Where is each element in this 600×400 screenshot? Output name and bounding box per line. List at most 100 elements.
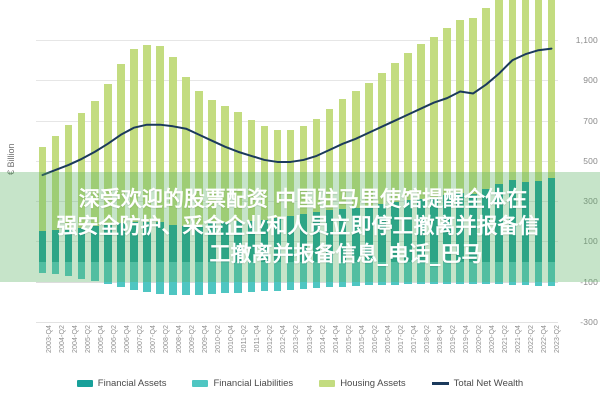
bar-column <box>378 20 386 322</box>
total-net-wealth-line <box>41 47 553 177</box>
bar-segment-financial-liabilities <box>351 261 360 286</box>
bar-segment-financial-assets <box>547 178 556 262</box>
y-axis-tick: 700 <box>583 115 598 126</box>
bar-segment-financial-liabilities <box>156 261 164 294</box>
bar-segment-financial-liabilities <box>221 261 229 294</box>
bar-segment-financial-liabilities <box>208 261 216 294</box>
legend-label: Housing Assets <box>340 377 406 389</box>
bar-segment-housing-assets <box>364 83 373 207</box>
bar-segment-financial-assets <box>143 221 151 262</box>
x-axis-tick: 2020-Q2 <box>476 325 484 353</box>
gridline <box>36 281 558 283</box>
bar-segment-financial-assets <box>443 195 451 262</box>
bar-segment-financial-liabilities <box>325 261 334 288</box>
bar-column <box>404 20 412 322</box>
bar-segment-financial-liabilities <box>547 261 556 287</box>
x-axis-tick: 2012-Q2 <box>267 325 275 353</box>
gridline <box>36 241 558 243</box>
bar-segment-financial-liabilities <box>534 261 543 286</box>
x-axis-tick: 2011-Q4 <box>254 325 262 353</box>
x-axis-tick: 2013-Q4 <box>306 325 314 353</box>
bar-segment-financial-assets <box>273 218 282 262</box>
bar-segment-housing-assets <box>221 106 229 223</box>
bar-segment-housing-assets <box>417 43 425 199</box>
bar-segment-financial-liabilities <box>469 261 477 284</box>
y-axis-tick: 500 <box>583 155 598 166</box>
bar-segment-housing-assets <box>508 0 517 181</box>
bar-column <box>364 20 373 322</box>
bar-segment-financial-liabilities <box>443 261 451 284</box>
bar-segment-housing-assets <box>404 53 412 201</box>
bar-segment-housing-assets <box>391 63 399 203</box>
x-axis-tick: 2018-Q4 <box>437 325 445 353</box>
bar-column <box>260 20 269 322</box>
bar-segment-financial-liabilities <box>456 261 464 284</box>
gridline <box>36 120 558 122</box>
legend-swatch-icon <box>319 379 336 387</box>
bar-segment-financial-liabilities <box>404 261 412 285</box>
bar-segment-financial-liabilities <box>286 261 295 290</box>
bar-segment-financial-liabilities <box>234 261 243 293</box>
bar-segment-financial-assets <box>260 220 269 262</box>
legend-item[interactable]: Financial Assets <box>76 378 166 389</box>
bar-segment-financial-assets <box>182 226 190 262</box>
x-axis-tick: 2022-Q2 <box>528 325 536 353</box>
bar-segment-financial-liabilities <box>417 261 425 285</box>
gridline <box>36 201 558 203</box>
bar-segment-financial-assets <box>156 222 164 262</box>
x-axis-tick: 2022-Q4 <box>541 325 549 353</box>
bar-segment-financial-assets <box>77 227 86 262</box>
bar-segment-housing-assets <box>521 0 530 183</box>
legend-item[interactable]: Financial Liabilities <box>192 378 293 389</box>
bar-segment-financial-liabilities <box>51 261 60 275</box>
x-axis-tick: 2006-Q2 <box>110 325 118 353</box>
bar-column <box>195 20 203 322</box>
bar-segment-financial-assets <box>208 223 216 262</box>
bar-segment-housing-assets <box>351 90 360 208</box>
x-axis-tick: 2007-Q4 <box>149 325 157 353</box>
x-axis-tick: 2014-Q4 <box>332 325 340 353</box>
bar-segment-housing-assets <box>103 84 112 225</box>
bar-segment-financial-assets <box>51 230 60 262</box>
bar-column <box>51 20 60 322</box>
bar-segment-financial-assets <box>417 198 425 262</box>
bar-column <box>521 0 530 322</box>
bar-segment-financial-liabilities <box>338 261 347 287</box>
bar-segment-housing-assets <box>430 36 438 198</box>
bar-column <box>38 20 47 322</box>
bar-segment-financial-liabilities <box>260 261 269 292</box>
bar-segment-financial-assets <box>391 202 399 262</box>
bar-column <box>169 20 177 322</box>
bar-column <box>534 0 543 322</box>
legend-swatch-icon <box>192 379 209 387</box>
bar-column <box>391 20 399 322</box>
x-axis-tick: 2019-Q2 <box>450 325 458 353</box>
bar-segment-financial-assets <box>195 224 203 262</box>
bar-segment-housing-assets <box>325 108 334 211</box>
x-axis-tick: 2009-Q2 <box>189 325 197 353</box>
bar-column <box>156 20 164 322</box>
y-axis-tick: -300 <box>580 317 598 327</box>
legend-item[interactable]: Housing Assets <box>319 377 406 389</box>
bar-column <box>508 0 517 322</box>
bar-segment-housing-assets <box>156 46 164 223</box>
x-axis-tick: 2010-Q4 <box>228 325 236 353</box>
plot-area: 1,100 900 700 500 300 100 -100 -300 <box>36 0 598 327</box>
bar-segment-housing-assets <box>117 64 125 224</box>
x-axis-tick: 2021-Q2 <box>502 325 510 353</box>
legend-label: Financial Liabilities <box>213 377 294 389</box>
bar-segment-financial-liabilities <box>64 261 73 277</box>
bar-column <box>469 18 477 322</box>
bar-column <box>90 20 99 322</box>
bar-column <box>247 20 256 322</box>
bar-column <box>273 20 282 322</box>
bar-segment-financial-assets <box>508 180 517 262</box>
bar-segment-financial-liabilities <box>521 261 530 286</box>
legend-item[interactable]: Total Net Wealth <box>431 378 523 389</box>
x-axis-tick: 2008-Q2 <box>162 325 170 353</box>
bar-column <box>117 20 125 322</box>
x-axis-tick: 2005-Q2 <box>84 325 92 353</box>
bar-column <box>208 20 216 322</box>
bar-segment-financial-liabilities <box>299 261 308 289</box>
bar-segment-housing-assets <box>51 135 60 231</box>
